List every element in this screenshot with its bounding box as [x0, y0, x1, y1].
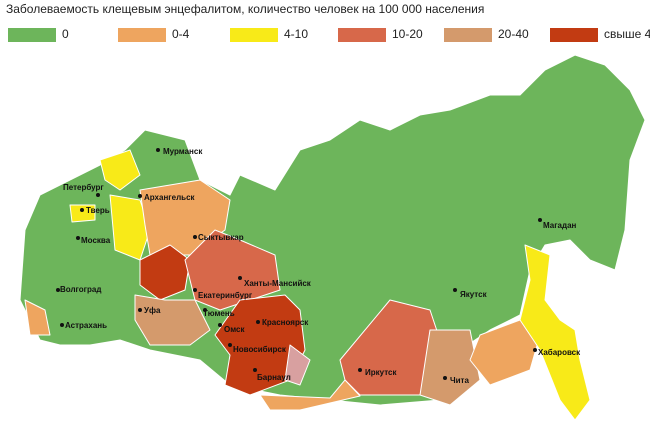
city-dot — [358, 368, 362, 372]
legend-label: свыше 40 — [604, 27, 650, 41]
city-dot — [533, 348, 537, 352]
city-label: Волгоград — [60, 285, 101, 294]
legend-swatch — [118, 28, 166, 42]
city-dot — [538, 218, 542, 222]
city-label: Екатеринбург — [198, 291, 253, 300]
legend-swatch — [338, 28, 386, 42]
legend-label: 10-20 — [392, 27, 423, 41]
city-label: Архангельск — [144, 193, 196, 202]
city-label: Тюмень — [203, 309, 235, 318]
region — [519, 244, 591, 421]
city-label: Тверь — [86, 206, 110, 215]
city-dot — [193, 235, 197, 239]
city-label: Москва — [81, 236, 111, 245]
city-dot — [138, 194, 142, 198]
city-label: Новосибирск — [233, 345, 287, 354]
regions — [19, 54, 646, 421]
city-label: Уфа — [144, 306, 161, 315]
region — [139, 244, 191, 301]
city-label: Красноярск — [262, 318, 309, 327]
city-dot — [76, 236, 80, 240]
city-label: Иркутск — [365, 368, 397, 377]
city-dot — [138, 308, 142, 312]
city-label: Барнаул — [257, 373, 291, 382]
region — [99, 149, 141, 191]
city-label: Омск — [224, 325, 245, 334]
city-dot — [56, 288, 60, 292]
city-dot — [453, 288, 457, 292]
legend-swatch — [8, 28, 56, 42]
city-label: Магадан — [543, 221, 577, 230]
city-label: Хабаровск — [538, 348, 581, 357]
city-dot — [96, 193, 100, 197]
city-label: Мурманск — [163, 147, 203, 156]
city-label: Сыктывкар — [198, 233, 244, 242]
region — [214, 294, 306, 396]
legend-swatch — [444, 28, 492, 42]
city-dot — [80, 208, 84, 212]
legend-label: 20-40 — [498, 27, 529, 41]
city-dot — [60, 323, 64, 327]
city-dot — [256, 320, 260, 324]
region — [419, 329, 481, 406]
city-dot — [193, 288, 197, 292]
cities: Мурманск Петербург Тверь Архангельск Москва С… — [56, 147, 581, 385]
region — [134, 294, 211, 346]
city-label: Петербург — [63, 183, 104, 192]
legend: 0 0-4 4-10 10-20 20-40 свыше 40 — [8, 27, 650, 42]
legend-label: 0-4 — [172, 27, 190, 41]
region — [24, 299, 51, 336]
city-dot — [218, 323, 222, 327]
city-dot — [443, 376, 447, 380]
legend-label: 0 — [62, 27, 69, 41]
city-label: Астрахань — [65, 321, 107, 330]
city-dot — [238, 276, 242, 280]
city-dot — [253, 368, 257, 372]
region — [109, 194, 151, 261]
city-label: Ханты-Мансийск — [244, 279, 312, 288]
city-dot — [228, 343, 232, 347]
city-dot — [156, 148, 160, 152]
region — [184, 229, 281, 311]
region — [259, 379, 361, 411]
map-title: Заболеваемость клещевым энцефалитом, кол… — [6, 2, 484, 16]
city-dot — [203, 308, 207, 312]
city-label: Чита — [450, 376, 469, 385]
region — [69, 204, 96, 223]
city-label: Якутск — [460, 290, 488, 299]
legend-swatch — [550, 28, 598, 42]
region — [284, 344, 311, 386]
legend-swatch — [230, 28, 278, 42]
legend-label: 4-10 — [284, 27, 308, 41]
